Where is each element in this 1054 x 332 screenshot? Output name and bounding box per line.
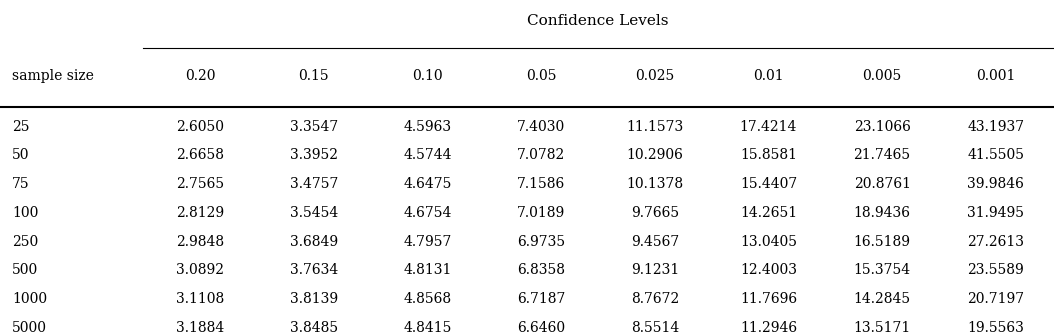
Text: 250: 250 (12, 235, 38, 249)
Text: 0.025: 0.025 (636, 69, 675, 83)
Text: 15.8581: 15.8581 (740, 148, 797, 162)
Text: 39.9846: 39.9846 (968, 177, 1024, 191)
Text: 11.7696: 11.7696 (740, 292, 797, 306)
Text: 4.5963: 4.5963 (404, 120, 451, 134)
Text: 3.0892: 3.0892 (176, 263, 225, 277)
Text: 4.6754: 4.6754 (404, 206, 452, 220)
Text: 7.4030: 7.4030 (518, 120, 565, 134)
Text: 43.1937: 43.1937 (968, 120, 1024, 134)
Text: 2.6050: 2.6050 (176, 120, 225, 134)
Text: 6.9735: 6.9735 (518, 235, 565, 249)
Text: 4.8568: 4.8568 (404, 292, 451, 306)
Text: 500: 500 (12, 263, 38, 277)
Text: 15.4407: 15.4407 (740, 177, 797, 191)
Text: 3.6849: 3.6849 (290, 235, 338, 249)
Text: 3.3952: 3.3952 (290, 148, 337, 162)
Text: 8.7672: 8.7672 (630, 292, 679, 306)
Text: 2.8129: 2.8129 (176, 206, 225, 220)
Text: 11.1573: 11.1573 (626, 120, 683, 134)
Text: Confidence Levels: Confidence Levels (527, 14, 668, 28)
Text: 20.7197: 20.7197 (968, 292, 1024, 306)
Text: 11.2946: 11.2946 (740, 321, 797, 332)
Text: 0.05: 0.05 (526, 69, 557, 83)
Text: 27.2613: 27.2613 (968, 235, 1024, 249)
Text: 1000: 1000 (12, 292, 47, 306)
Text: 2.7565: 2.7565 (176, 177, 225, 191)
Text: 14.2845: 14.2845 (854, 292, 911, 306)
Text: 20.8761: 20.8761 (854, 177, 911, 191)
Text: 3.1108: 3.1108 (176, 292, 225, 306)
Text: 12.4003: 12.4003 (740, 263, 797, 277)
Text: 21.7465: 21.7465 (854, 148, 911, 162)
Text: 31.9495: 31.9495 (968, 206, 1024, 220)
Text: 9.4567: 9.4567 (630, 235, 679, 249)
Text: 4.8415: 4.8415 (404, 321, 452, 332)
Text: 3.1884: 3.1884 (176, 321, 225, 332)
Text: 10.2906: 10.2906 (626, 148, 683, 162)
Text: 13.0405: 13.0405 (740, 235, 797, 249)
Text: 9.1231: 9.1231 (630, 263, 679, 277)
Text: 3.7634: 3.7634 (290, 263, 338, 277)
Text: 7.1586: 7.1586 (518, 177, 565, 191)
Text: 100: 100 (12, 206, 38, 220)
Text: 23.1066: 23.1066 (854, 120, 911, 134)
Text: 50: 50 (12, 148, 30, 162)
Text: 6.8358: 6.8358 (518, 263, 565, 277)
Text: 3.8485: 3.8485 (290, 321, 338, 332)
Text: 4.6475: 4.6475 (404, 177, 452, 191)
Text: 3.5454: 3.5454 (290, 206, 338, 220)
Text: 3.3547: 3.3547 (290, 120, 338, 134)
Text: 16.5189: 16.5189 (854, 235, 911, 249)
Text: 41.5505: 41.5505 (968, 148, 1024, 162)
Text: 15.3754: 15.3754 (854, 263, 911, 277)
Text: 3.4757: 3.4757 (290, 177, 338, 191)
Text: 3.8139: 3.8139 (290, 292, 338, 306)
Text: 14.2651: 14.2651 (740, 206, 797, 220)
Text: 4.7957: 4.7957 (404, 235, 452, 249)
Text: 0.001: 0.001 (976, 69, 1015, 83)
Text: 23.5589: 23.5589 (968, 263, 1024, 277)
Text: 7.0189: 7.0189 (518, 206, 565, 220)
Text: 6.6460: 6.6460 (518, 321, 565, 332)
Text: 4.8131: 4.8131 (404, 263, 452, 277)
Text: 13.5171: 13.5171 (854, 321, 911, 332)
Text: 5000: 5000 (12, 321, 46, 332)
Text: 8.5514: 8.5514 (630, 321, 679, 332)
Text: 0.10: 0.10 (412, 69, 443, 83)
Text: 0.005: 0.005 (862, 69, 902, 83)
Text: sample size: sample size (12, 69, 94, 83)
Text: 0.01: 0.01 (754, 69, 784, 83)
Text: 18.9436: 18.9436 (854, 206, 911, 220)
Text: 2.9848: 2.9848 (176, 235, 225, 249)
Text: 0.15: 0.15 (298, 69, 329, 83)
Text: 17.4214: 17.4214 (740, 120, 797, 134)
Text: 25: 25 (12, 120, 30, 134)
Text: 9.7665: 9.7665 (630, 206, 679, 220)
Text: 75: 75 (12, 177, 30, 191)
Text: 7.0782: 7.0782 (518, 148, 565, 162)
Text: 2.6658: 2.6658 (176, 148, 225, 162)
Text: 0.20: 0.20 (184, 69, 215, 83)
Text: 6.7187: 6.7187 (516, 292, 565, 306)
Text: 4.5744: 4.5744 (404, 148, 452, 162)
Text: 19.5563: 19.5563 (968, 321, 1024, 332)
Text: 10.1378: 10.1378 (626, 177, 683, 191)
